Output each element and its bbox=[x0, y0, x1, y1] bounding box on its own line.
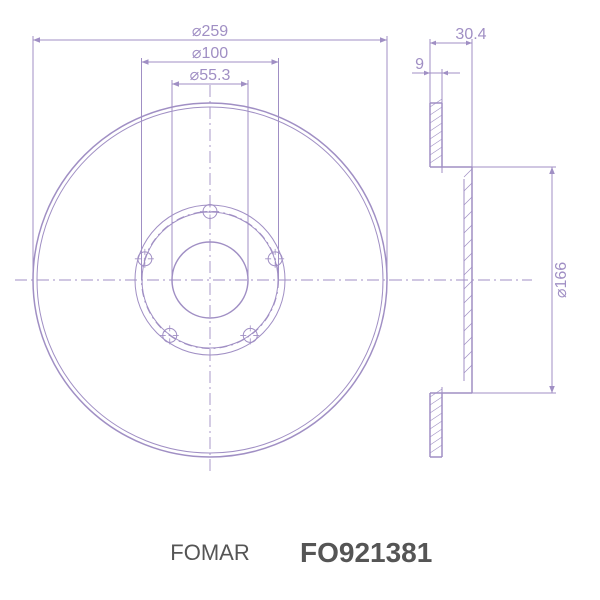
svg-text:9: 9 bbox=[415, 56, 424, 73]
svg-text:⌀55.3: ⌀55.3 bbox=[190, 67, 231, 84]
label-block: FOMAR FO921381 bbox=[170, 537, 432, 568]
svg-text:⌀259: ⌀259 bbox=[192, 23, 228, 40]
svg-text:⌀166: ⌀166 bbox=[553, 262, 570, 298]
svg-text:30.4: 30.4 bbox=[455, 26, 486, 43]
part-number-label: FO921381 bbox=[300, 537, 432, 568]
svg-text:⌀100: ⌀100 bbox=[192, 45, 228, 62]
side-view: ⌀166 9 30.4 bbox=[390, 26, 570, 457]
front-view: ⌀259 ⌀100 ⌀55.3 bbox=[15, 23, 405, 475]
brand-label: FOMAR bbox=[170, 540, 249, 565]
